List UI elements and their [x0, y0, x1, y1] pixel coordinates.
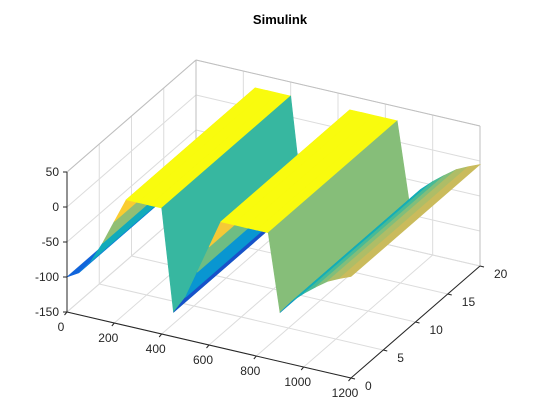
y-tick: [350, 377, 356, 380]
x-tick-label: 800: [240, 364, 260, 378]
y-tick-label: 5: [397, 351, 404, 365]
box-edge: [195, 59, 481, 127]
x-tick: [348, 377, 352, 382]
y-tick-label: 15: [462, 295, 476, 309]
x-tick-label: 1000: [284, 375, 311, 389]
x-tick-label: 600: [193, 353, 213, 367]
x-tick: [253, 355, 257, 360]
x-tick-label: 0: [58, 320, 65, 334]
x-tick: [300, 366, 305, 371]
x-tick-label: 1200: [332, 386, 359, 400]
chart-title: Simulink: [253, 12, 308, 27]
x-tick-label: 200: [98, 331, 118, 345]
z-tick-label: -50: [42, 235, 60, 249]
surface-patch: [338, 164, 482, 280]
x-tick-label: 400: [146, 342, 166, 356]
z-tick-label: 50: [46, 165, 60, 179]
box-edge: [66, 59, 197, 173]
z-tick-label: -100: [35, 270, 59, 284]
z-tick-label: 0: [52, 200, 59, 214]
grid-line: [99, 283, 384, 351]
z-tick-label: -150: [35, 305, 59, 319]
y-tick-label: 0: [365, 379, 372, 393]
y-tick-label: 20: [494, 267, 508, 281]
y-tick: [479, 265, 485, 268]
x-tick: [206, 344, 210, 349]
y-tick: [415, 321, 420, 324]
y-tick: [383, 349, 388, 352]
surface-layer: [66, 87, 482, 314]
x-tick: [158, 333, 163, 338]
y-tick-label: 10: [430, 323, 444, 337]
grid-line: [66, 129, 197, 243]
x-tick: [111, 322, 115, 327]
grid-line: [66, 94, 197, 208]
axis-layer: 0 200 400 600 800 1000 1200 0 5 10 15 20 -150 -100 -50…: [35, 165, 508, 400]
y-tick: [447, 293, 452, 296]
